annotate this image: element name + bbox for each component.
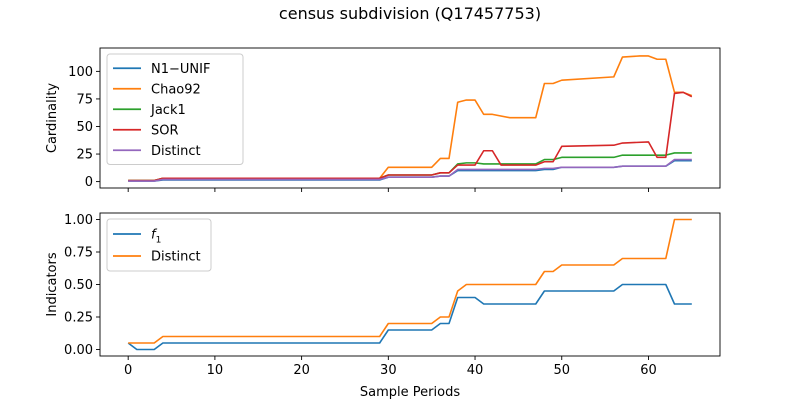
x-tick-label: 50 (553, 363, 570, 378)
legend-label-distinct: Distinct (151, 144, 201, 159)
legend-box (106, 218, 212, 272)
figure-title: census subdivision (Q17457753) (279, 4, 541, 23)
y-axis-label: Indicators (45, 252, 60, 316)
x-tick-label: 20 (293, 363, 310, 378)
legend-box (106, 53, 244, 165)
legend: N1−UNIF Chao92 Jack1 SOR Distinct (106, 53, 244, 165)
series-line-f1 (127, 283, 692, 351)
y-axis-label: Cardinality (45, 83, 60, 154)
y-tick-label: 0.50 (64, 278, 93, 293)
plot-frame (99, 47, 721, 189)
x-tick-label: 0 (124, 363, 132, 378)
y-tick-label: 0 (85, 175, 93, 190)
y-tick-label: 100 (68, 65, 93, 80)
cardinality-panel: 0 25 50 75 100 Cardinality N1−UNIF Chao92 Jack1 S… (45, 47, 721, 192)
y-tick-label: 75 (76, 92, 93, 107)
y-tick-label: 0.00 (64, 343, 93, 358)
x-axis-label: Sample Periods (360, 385, 460, 400)
y-tick-label: 1.00 (64, 213, 93, 228)
legend-label-chao92: Chao92 (151, 82, 201, 97)
y-tick-label: 0.25 (64, 311, 93, 326)
series-line-distinct (128, 158, 692, 182)
x-tick-label: 30 (380, 363, 397, 378)
x-tick-label: 60 (640, 363, 657, 378)
series-line-chao92 (128, 55, 693, 182)
legend-label-n1-unif: N1−UNIF (151, 62, 210, 77)
indicators-panel: 0 10 20 30 40 50 60 0.00 0.25 0.50 0.75 1.00 Indicat… (45, 212, 721, 378)
x-tick-label: 10 (207, 363, 224, 378)
y-tick-label: 50 (76, 120, 93, 135)
y-tick-label: 0.75 (64, 246, 93, 261)
x-tick-label: 40 (467, 363, 484, 378)
y-tick-label: 25 (76, 148, 93, 163)
legend-label-jack1: Jack1 (150, 103, 186, 118)
legend-label-distinct: Distinct (151, 250, 201, 265)
series-line-distinct (128, 218, 692, 344)
legend-label-sor: SOR (151, 123, 179, 138)
legend-label-f1: f1 (151, 228, 161, 246)
legend: f1 Distinct (106, 218, 212, 272)
series-line-sor (128, 91, 693, 182)
